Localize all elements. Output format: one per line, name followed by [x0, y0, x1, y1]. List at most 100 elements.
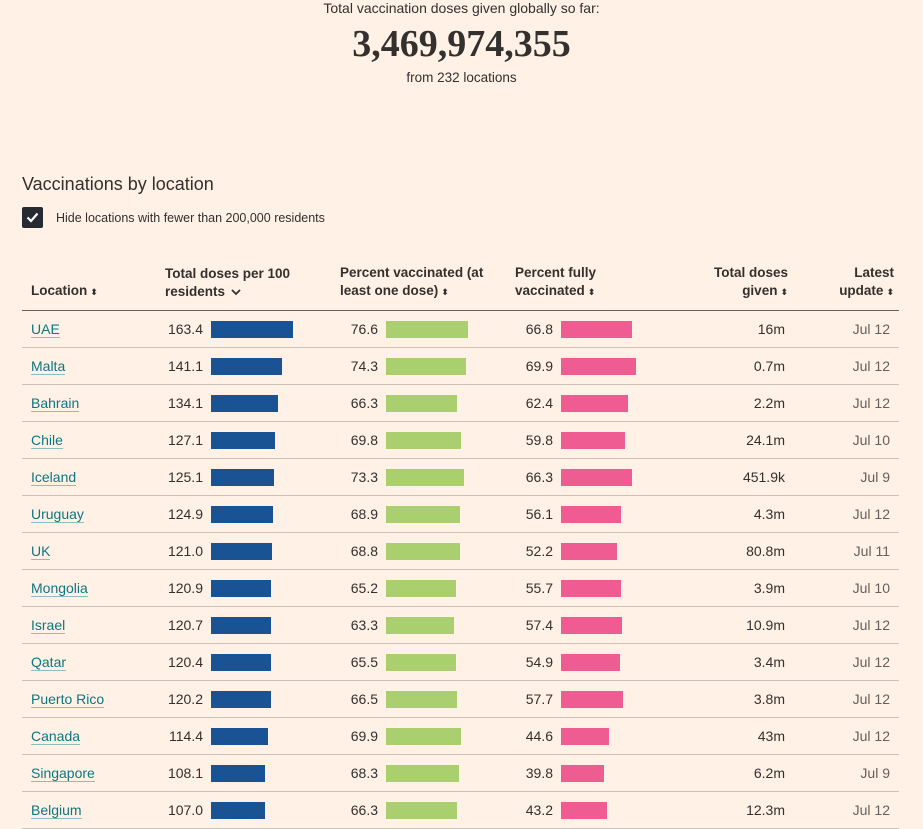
column-header-latest-update[interactable]: Latest update ⬍ [796, 258, 899, 311]
pct-fully-bar [561, 579, 621, 597]
pct-fully-bar [561, 320, 633, 338]
latest-update-cell: Jul 10 [796, 569, 899, 607]
pct-fully-cell: 69.9 [515, 347, 665, 385]
pct-fully-value: 43.2 [525, 802, 553, 818]
location-cell: Iceland [22, 458, 165, 496]
doses-per-100-bar [211, 468, 274, 486]
doses-per-100-cell: 108.1 [165, 754, 340, 792]
pct-fully-cell: 66.8 [515, 310, 665, 348]
pct-fully-value: 57.4 [525, 617, 553, 633]
global-total-header: Total vaccination doses given globally s… [0, 0, 923, 85]
total-doses-cell: 0.7m [665, 347, 796, 385]
pct-fully-value: 66.8 [525, 321, 553, 337]
latest-update-cell: Jul 12 [796, 643, 899, 681]
doses-per-100-value: 120.9 [167, 580, 203, 596]
location-cell: Chile [22, 421, 165, 459]
doses-per-100-cell: 141.1 [165, 347, 340, 385]
location-link[interactable]: Mongolia [31, 580, 88, 597]
location-link[interactable]: Iceland [31, 469, 77, 486]
pct-fully-cell: 52.2 [515, 532, 665, 570]
population-filter[interactable]: Hide locations with fewer than 200,000 r… [22, 207, 325, 228]
location-link[interactable]: UAE [31, 321, 60, 338]
latest-update-cell: Jul 12 [796, 606, 899, 644]
filter-label: Hide locations with fewer than 200,000 r… [56, 210, 325, 225]
location-link[interactable]: Chile [31, 432, 63, 449]
latest-update-cell: Jul 12 [796, 310, 899, 348]
table-row: Israel 120.7 63.3 57.4 10.9m Jul 12 [22, 606, 899, 644]
pct-fully-value: 44.6 [525, 728, 553, 744]
column-header-pct-fully[interactable]: Percent fully vaccinated ⬍ [515, 258, 665, 311]
sort-descending-icon [231, 289, 241, 296]
pct-fully-bar [561, 431, 625, 449]
column-header-location[interactable]: Location ⬍ [22, 258, 165, 311]
latest-update-cell: Jul 11 [796, 532, 899, 570]
total-doses-cell: 43m [665, 717, 796, 755]
doses-per-100-bar [211, 542, 272, 560]
location-link[interactable]: Malta [31, 358, 66, 375]
location-link[interactable]: UK [31, 543, 51, 560]
pct-fully-value: 66.3 [525, 469, 553, 485]
pct-one-dose-bar [386, 320, 468, 338]
column-header-total-doses[interactable]: Total doses given ⬍ [665, 258, 796, 311]
doses-per-100-cell: 107.0 [165, 791, 340, 829]
location-cell: UK [22, 532, 165, 570]
pct-one-dose-cell: 66.3 [340, 791, 515, 829]
doses-per-100-cell: 125.1 [165, 458, 340, 496]
hide-small-locations-checkbox[interactable] [22, 207, 43, 228]
latest-update-cell: Jul 9 [796, 458, 899, 496]
location-cell: Qatar [22, 643, 165, 681]
table-row: Qatar 120.4 65.5 54.9 3.4m Jul 12 [22, 643, 899, 681]
doses-per-100-cell: 120.4 [165, 643, 340, 681]
pct-one-dose-bar [386, 653, 457, 671]
sort-icon: ⬍ [780, 287, 788, 297]
table-row: Belgium 107.0 66.3 43.2 12.3m Jul 12 [22, 791, 899, 829]
total-doses-cell: 451.9k [665, 458, 796, 496]
doses-per-100-value: 127.1 [167, 432, 203, 448]
pct-fully-value: 39.8 [525, 765, 553, 781]
pct-one-dose-value: 66.3 [350, 395, 378, 411]
latest-update-cell: Jul 12 [796, 384, 899, 422]
location-link[interactable]: Singapore [31, 765, 95, 782]
pct-one-dose-bar [386, 394, 457, 412]
doses-per-100-bar [211, 690, 272, 708]
pct-fully-cell: 55.7 [515, 569, 665, 607]
location-link[interactable]: Qatar [31, 654, 67, 671]
doses-per-100-cell: 120.7 [165, 606, 340, 644]
pct-one-dose-value: 68.8 [350, 543, 378, 559]
location-link[interactable]: Bahrain [31, 395, 80, 412]
pct-fully-bar [561, 616, 623, 634]
doses-per-100-value: 141.1 [167, 358, 203, 374]
pct-one-dose-bar [386, 764, 460, 782]
doses-per-100-cell: 114.4 [165, 717, 340, 755]
pct-one-dose-value: 65.2 [350, 580, 378, 596]
location-cell: Singapore [22, 754, 165, 792]
location-link[interactable]: Uruguay [31, 506, 84, 523]
location-link[interactable]: Canada [31, 728, 81, 745]
table-row: Iceland 125.1 73.3 66.3 451.9k Jul 9 [22, 458, 899, 496]
pct-one-dose-cell: 76.6 [340, 310, 515, 348]
pct-fully-bar [561, 542, 617, 560]
pct-fully-bar [561, 357, 636, 375]
doses-per-100-bar [211, 653, 272, 671]
pct-one-dose-bar [386, 727, 461, 745]
pct-one-dose-cell: 73.3 [340, 458, 515, 496]
pct-fully-value: 69.9 [525, 358, 553, 374]
sort-icon: ⬍ [441, 287, 449, 297]
pct-one-dose-bar [386, 505, 460, 523]
doses-per-100-cell: 134.1 [165, 384, 340, 422]
pct-fully-cell: 44.6 [515, 717, 665, 755]
doses-per-100-value: 163.4 [167, 321, 203, 337]
pct-fully-cell: 57.4 [515, 606, 665, 644]
doses-per-100-bar [211, 431, 275, 449]
pct-one-dose-bar [386, 542, 460, 560]
pct-fully-cell: 56.1 [515, 495, 665, 533]
location-link[interactable]: Belgium [31, 802, 82, 819]
doses-per-100-value: 124.9 [167, 506, 203, 522]
column-header-pct-one-dose[interactable]: Percent vaccinated (at least one dose) ⬍ [340, 258, 515, 311]
doses-per-100-cell: 163.4 [165, 310, 340, 348]
column-header-doses-per-100[interactable]: Total doses per 100 residents [165, 258, 340, 311]
doses-per-100-bar [211, 320, 293, 338]
total-doses-cell: 16m [665, 310, 796, 348]
location-link[interactable]: Puerto Rico [31, 691, 105, 708]
location-link[interactable]: Israel [31, 617, 66, 634]
